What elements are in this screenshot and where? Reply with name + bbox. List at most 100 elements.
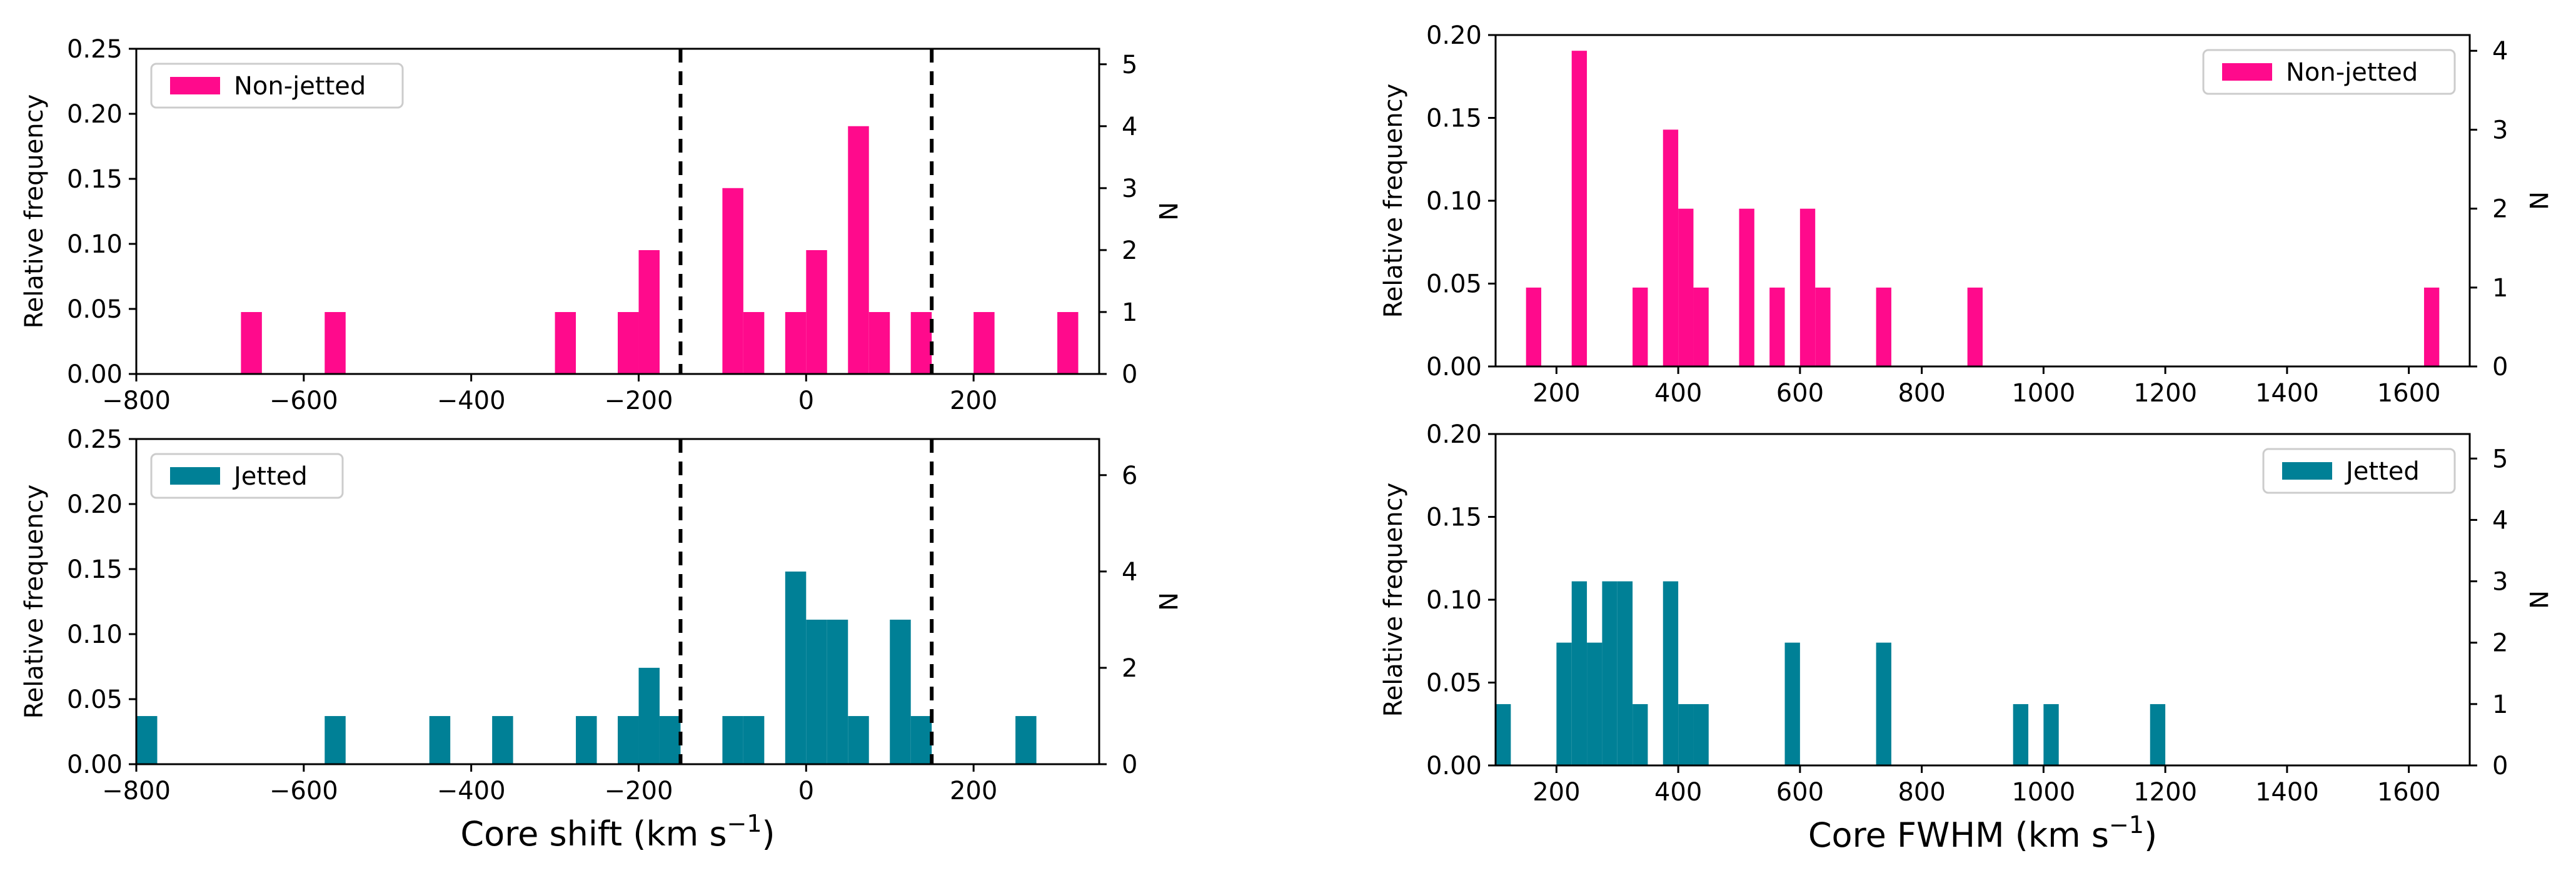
histogram-bar [555, 311, 576, 374]
legend-swatch [170, 77, 220, 94]
y-tick-label: 0.20 [1426, 420, 1482, 449]
histogram-bar [785, 571, 807, 764]
x-tick-label: 400 [1654, 778, 1702, 807]
histogram-bar [910, 716, 932, 764]
legend-box [150, 453, 344, 499]
histogram-bar [890, 619, 911, 764]
histogram-bar [785, 311, 807, 374]
histogram-bar [1967, 287, 1983, 366]
histogram-bar [1633, 704, 1648, 765]
histogram-bar [1556, 642, 1572, 765]
y-right-tick-label: 2 [1122, 654, 1137, 683]
x-tick-label: 0 [798, 386, 814, 415]
legend-label: Jetted [2344, 457, 2420, 486]
y-right-tick-label: 4 [1122, 558, 1137, 587]
legend: Non-jetted [2202, 49, 2456, 95]
x-tick-label: 1000 [2011, 379, 2075, 408]
y-right-tick-label: 3 [1122, 174, 1137, 203]
y-tick-label: 0.05 [1426, 669, 1482, 698]
x-tick-label: −400 [437, 777, 506, 805]
histogram-bar [1693, 704, 1709, 765]
x-tick-label: 1000 [2011, 778, 2075, 807]
x-tick-label: −600 [269, 386, 338, 415]
histogram-bar [1602, 581, 1618, 765]
x-tick-label: −800 [102, 386, 171, 415]
x-tick-label: 0 [798, 777, 814, 805]
histogram-bar [848, 716, 869, 764]
x-tick-label: 200 [1532, 379, 1580, 408]
y-tick-label: 0.00 [1426, 353, 1482, 381]
y-axis-label: Relative frequency [1379, 483, 1408, 717]
histogram-bar [974, 311, 995, 374]
histogram-bar [1678, 704, 1694, 765]
y-right-tick-label: 2 [2492, 629, 2508, 658]
histogram-bar [2150, 704, 2166, 765]
y-right-tick-label: 2 [2492, 195, 2508, 224]
legend-box [2202, 49, 2456, 95]
y-right-axis-label: N [1153, 592, 1182, 611]
y-axis-label: Relative frequency [20, 94, 49, 329]
histogram-bar [1571, 51, 1587, 367]
histogram-bar [1876, 642, 1891, 765]
histogram-bar [325, 716, 346, 764]
y-tick-label: 0.05 [67, 685, 123, 714]
x-tick-label: −600 [269, 777, 338, 805]
x-axis-label: Core FWHM (km s−1) [1808, 811, 2157, 855]
x-axis-label-main: Core FWHM (km s [1808, 815, 2109, 855]
histogram-bar [618, 311, 639, 374]
y-right-tick-label: 2 [1122, 236, 1137, 265]
histogram-bar [910, 311, 932, 374]
y-right-tick-label: 0 [1122, 750, 1137, 779]
y-tick-label: 0.25 [67, 35, 123, 64]
histogram-bar [429, 716, 451, 764]
plot-p1: −800 −600 −400 −200 0 200 0.00 0.05 0.10 0.15 0.20… [20, 35, 1182, 415]
y-tick-label: 0.15 [67, 165, 123, 194]
plot-p4: 200 400 600 800 1000 1200 1400 1600 0.00 0.05 0.10… [1379, 420, 2552, 855]
y-right-tick-label: 3 [2492, 116, 2508, 144]
x-tick-label: −800 [102, 777, 171, 805]
histogram-bar [1617, 581, 1633, 765]
x-axis-label-sup: −1 [2109, 811, 2144, 839]
x-tick-label: 800 [1898, 778, 1945, 807]
y-tick-label: 0.25 [67, 425, 123, 454]
axes-frame [135, 438, 1100, 765]
y-tick-label: 0.20 [67, 490, 123, 519]
y-tick-label: 0.00 [67, 360, 123, 389]
x-axis-label-tail: ) [762, 814, 775, 854]
histogram-bar [2423, 287, 2440, 366]
plot-p2: −800 −600 −400 −200 0 200 0.00 0.05 0.10 0.15 0.20… [20, 425, 1182, 854]
plot-p3: 200 400 600 800 1000 1200 1400 1600 0.00 0.05 0.10… [1379, 21, 2552, 408]
histogram-bar [1815, 287, 1831, 366]
histogram-bar [1526, 287, 1542, 366]
histogram-bar [868, 311, 890, 374]
histogram-bar [1587, 642, 1602, 765]
y-right-axis-label: N [2523, 191, 2552, 210]
legend: Non-jetted [150, 63, 404, 109]
histogram-bar [241, 311, 262, 374]
histogram-bar [638, 667, 660, 764]
legend-box [150, 63, 404, 109]
y-tick-label: 0.00 [1426, 752, 1482, 780]
axes-frame [135, 48, 1100, 375]
histogram-bar [576, 716, 597, 764]
y-axis-label: Relative frequency [20, 485, 49, 719]
x-axis-label-sup: −1 [727, 810, 762, 837]
y-right-axis-label: N [1153, 202, 1182, 221]
histogram-bar [1496, 704, 1511, 765]
legend-swatch [2282, 462, 2332, 480]
histogram-bar [827, 619, 848, 764]
histogram-bar [1663, 581, 1679, 765]
y-right-tick-label: 4 [2492, 37, 2508, 66]
histogram-bar [1693, 287, 1709, 366]
histogram-bar [2013, 704, 2029, 765]
x-tick-label: 600 [1776, 778, 1824, 807]
y-right-tick-label: 0 [2492, 353, 2508, 381]
y-tick-label: 0.15 [67, 555, 123, 584]
histogram-bar [722, 188, 743, 374]
y-tick-label: 0.20 [67, 100, 123, 129]
x-tick-label: 600 [1776, 379, 1824, 408]
x-tick-label: 200 [950, 777, 997, 805]
x-tick-label: 1200 [2133, 778, 2197, 807]
histogram-bar [848, 126, 869, 374]
legend: Jetted [150, 453, 344, 499]
